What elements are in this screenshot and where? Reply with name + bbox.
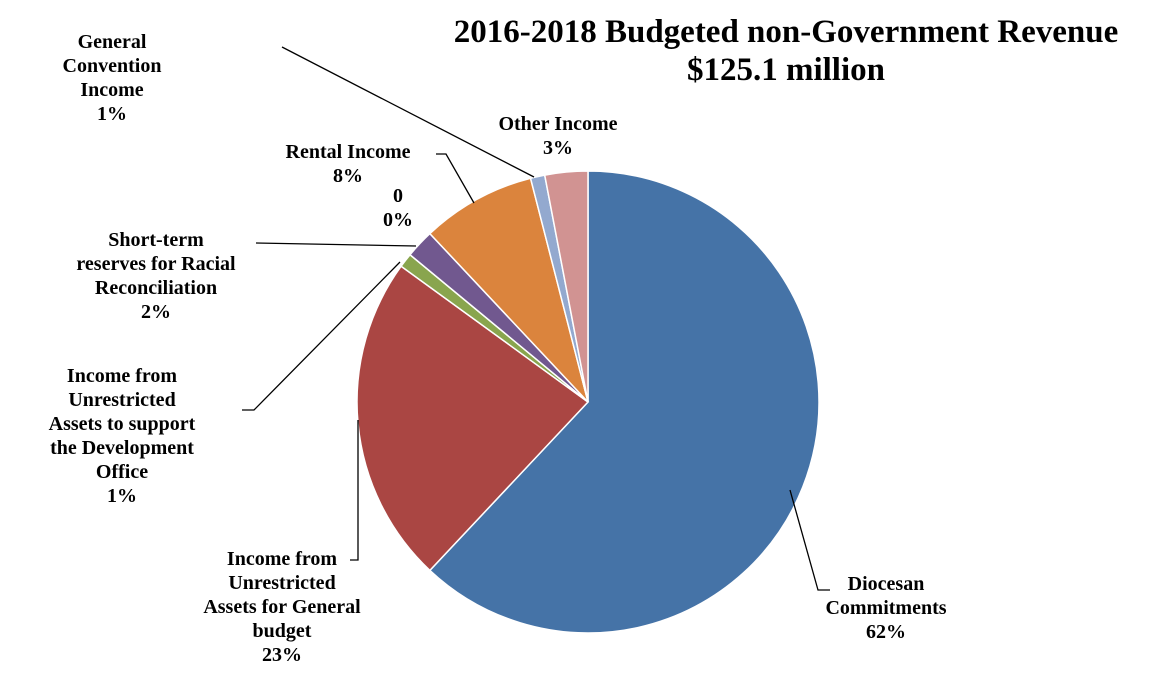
chart-title: 2016-2018 Budgeted non-Government Revenu…	[454, 14, 1119, 88]
slice-name-line: General	[78, 31, 147, 53]
slice-name-line: budget	[253, 620, 312, 642]
slice-percent-label: 0%	[383, 209, 413, 231]
leader-line-2	[350, 420, 359, 561]
leader-line-7	[281, 46, 535, 178]
leader-line-1	[789, 489, 830, 591]
slice-name-line: Income from	[227, 548, 337, 570]
slice-label-4: Short-term reserves for Racial Reconciliat…	[76, 229, 236, 323]
slice-name-line: 0	[393, 185, 403, 207]
pie-slice-1	[428, 170, 820, 634]
slice-percent-label: 62%	[866, 621, 906, 643]
slice-name-line: Commitments	[825, 597, 946, 619]
slice-name-line: reserves for Racial	[76, 253, 236, 275]
slice-name-line: Short-term	[108, 229, 204, 251]
slice-label-1: Diocesan Commitments 62%	[825, 573, 946, 643]
slice-percent-label: 3%	[543, 137, 573, 159]
slice-name-line: Income	[80, 79, 143, 101]
slice-name-line: Rental Income	[286, 141, 411, 163]
slice-name-line: Unrestricted	[68, 389, 175, 411]
chart-title-line-2: $125.1 million	[687, 52, 885, 88]
slice-label-3: Income from Unrestricted Assets to support…	[49, 365, 196, 507]
slice-name-line: Assets for General	[203, 596, 361, 618]
slice-label-6: Rental Income 8%	[286, 141, 411, 187]
slice-name-line: Other Income	[498, 113, 617, 135]
leader-line-3	[242, 261, 401, 411]
pie-slices	[356, 170, 820, 634]
slice-name-line: Assets to support	[49, 413, 196, 435]
slice-name-line: Unrestricted	[228, 572, 335, 594]
slice-percent-label: 1%	[107, 485, 137, 507]
slice-label-7: General Convention Income 1%	[63, 31, 162, 125]
slice-name-line: Diocesan	[848, 573, 925, 595]
slice-label-2: Income from Unrestricted Assets for Genera…	[203, 548, 361, 666]
slice-name-line: Income from	[67, 365, 177, 387]
slice-percent-label: 2%	[141, 301, 171, 323]
slice-name-line: Reconciliation	[95, 277, 217, 299]
slice-label-5: 0 0%	[383, 185, 413, 231]
slice-name-line: the Development	[50, 437, 194, 459]
slice-percent-label: 8%	[333, 165, 363, 187]
slice-name-line: Convention	[63, 55, 162, 77]
slice-name-line: Office	[96, 461, 148, 483]
chart-title-line-1: 2016-2018 Budgeted non-Government Revenu…	[454, 14, 1119, 50]
leader-line-6	[436, 153, 475, 204]
slice-percent-label: 1%	[97, 103, 127, 125]
slice-label-8: Other Income 3%	[498, 113, 617, 159]
slice-percent-label: 23%	[262, 644, 302, 666]
leader-line-4	[255, 242, 417, 247]
leader-lines	[242, 46, 830, 591]
slice-labels: Diocesan Commitments 62%Income from Unrestr…	[49, 31, 947, 666]
pie-slice-8	[543, 170, 589, 403]
pie-slice-6	[428, 177, 589, 403]
